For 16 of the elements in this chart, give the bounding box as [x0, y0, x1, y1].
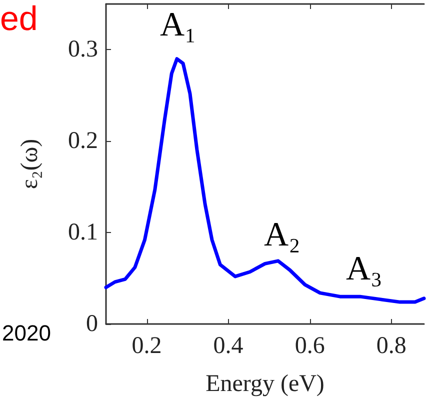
y-tick-label: 0.1: [68, 220, 98, 246]
y-tick-label: 0.3: [68, 36, 98, 63]
y-axis-title: ε₂(ω): [17, 138, 43, 190]
x-axis-title: Energy (eV): [206, 371, 324, 397]
annotation: A₃: [346, 250, 382, 288]
annotation: A₂: [264, 216, 300, 254]
text: 2020: [2, 320, 51, 346]
x-tick-label: 0.8: [376, 333, 406, 359]
y-tick-label: 0.2: [68, 128, 98, 154]
x-tick-label: 0.4: [213, 333, 244, 359]
text: ed: [0, 0, 38, 38]
x-tick-label: 0.2: [132, 333, 162, 359]
annotation: A₁: [160, 6, 196, 44]
y-tick-label: 0: [86, 311, 98, 337]
x-tick-label: 0.6: [294, 333, 325, 359]
line-series: [104, 57, 426, 304]
